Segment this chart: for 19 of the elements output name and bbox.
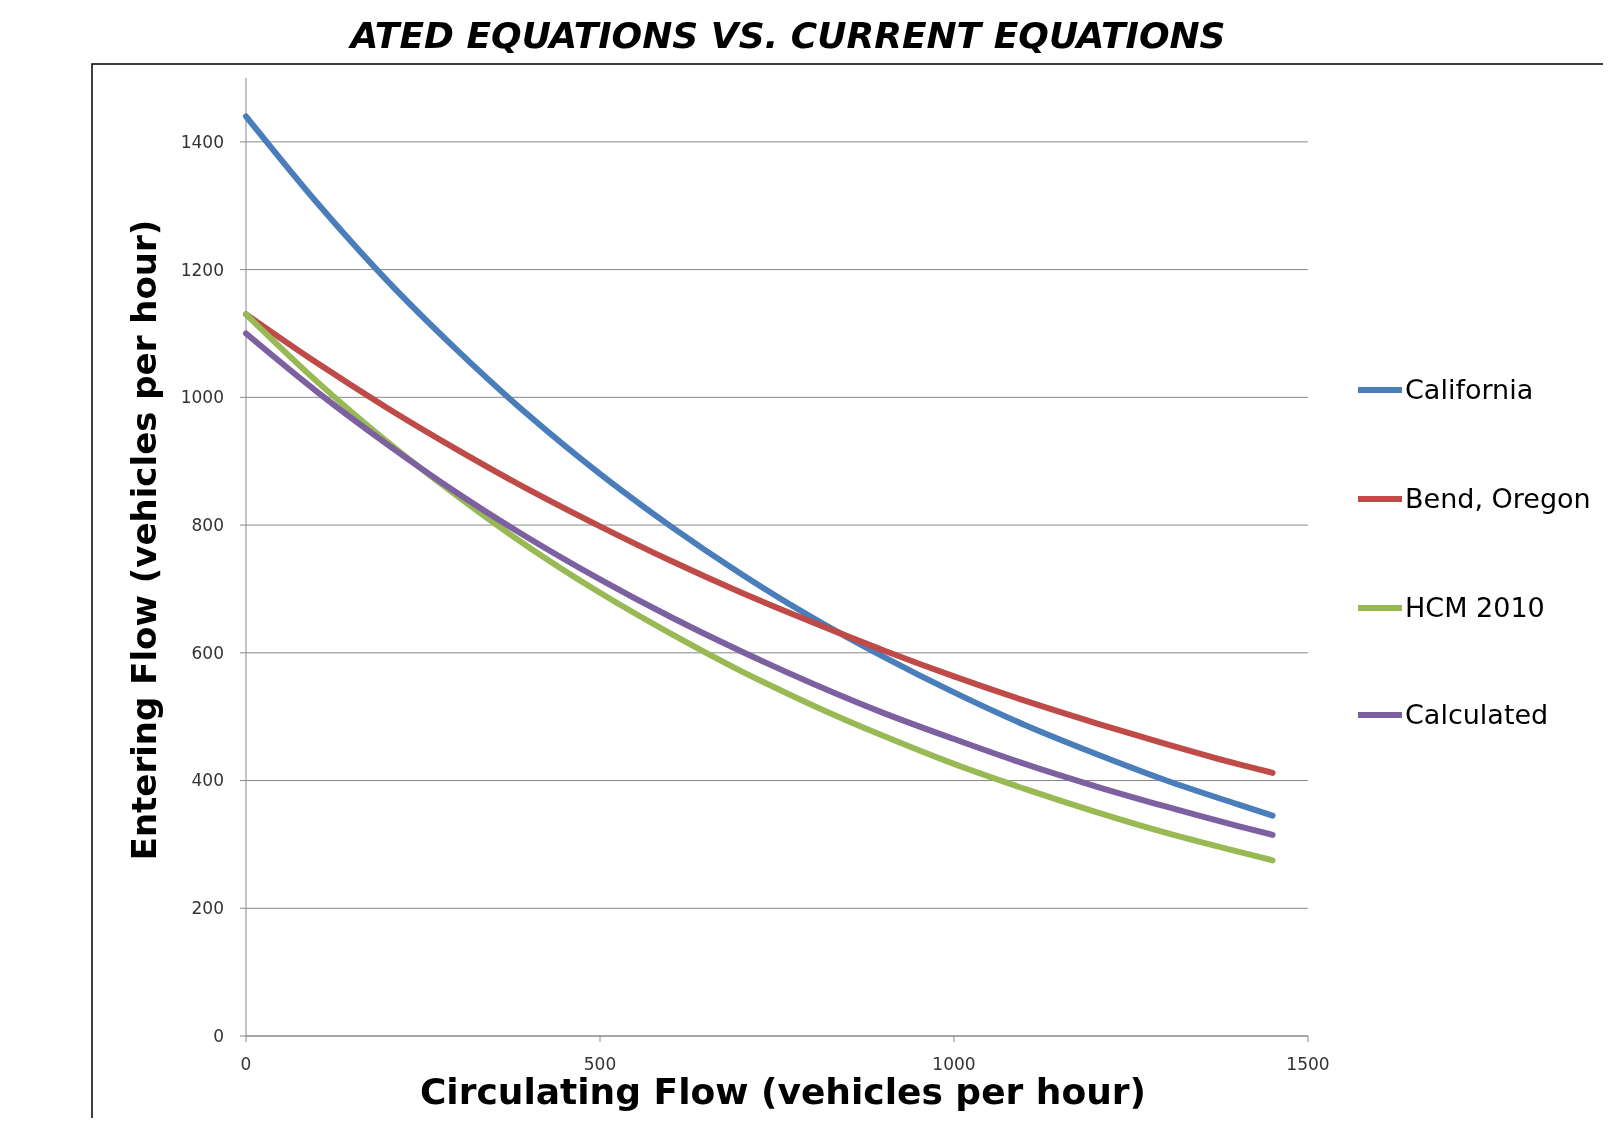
x-axis-title: Circulating Flow (vehicles per hour) (419, 1071, 1147, 1112)
chart-title: ATED EQUATIONS VS. CURRENT EQUATIONS (347, 15, 1226, 56)
legend-label: HCM 2010 (1405, 592, 1545, 624)
y-tick-label: 200 (191, 898, 224, 919)
y-tick-label: 400 (191, 770, 224, 791)
y-tick-label: 1200 (180, 259, 224, 280)
legend-label: Calculated (1405, 699, 1549, 731)
x-tick-label: 0 (240, 1054, 252, 1074)
y-tick-label: 1400 (180, 131, 224, 152)
y-tick-label: 600 (191, 642, 224, 663)
y-tick-label: 0 (213, 1025, 224, 1046)
y-axis-title: Entering Flow (vehicles per hour) (124, 219, 164, 861)
y-tick-label: 1000 (180, 387, 224, 408)
legend-label: California (1405, 374, 1534, 406)
legend-label: Bend, Oregon (1405, 483, 1591, 515)
x-tick-label: 1500 (1286, 1054, 1330, 1074)
x-tick-label: 500 (583, 1054, 617, 1074)
x-tick-label: 1000 (932, 1054, 976, 1074)
y-tick-label: 800 (191, 515, 224, 536)
